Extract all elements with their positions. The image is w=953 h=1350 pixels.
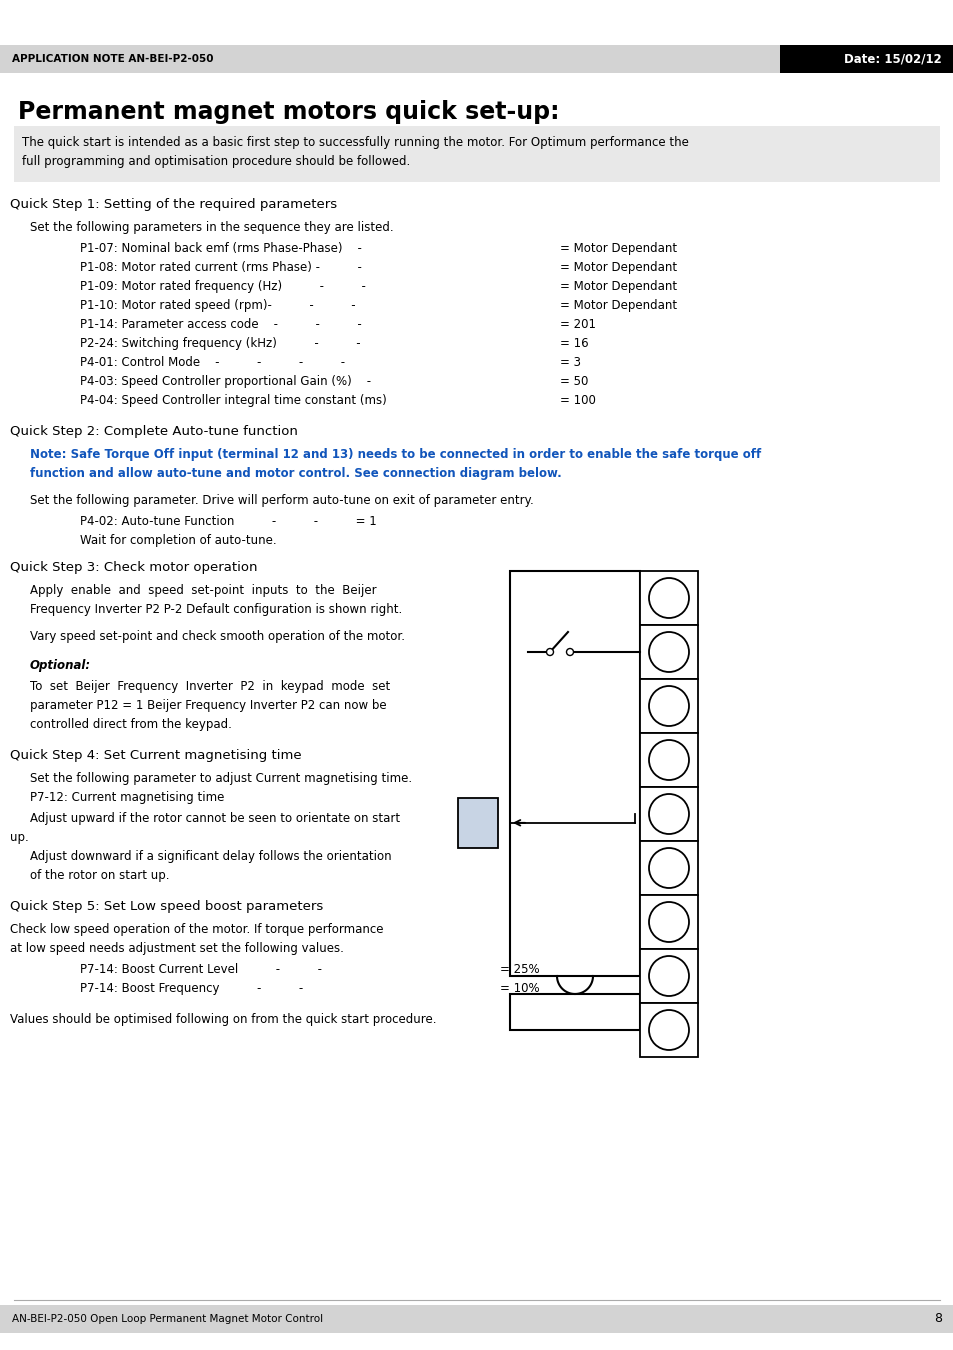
Text: Quick Step 4: Set Current magnetising time: Quick Step 4: Set Current magnetising ti… <box>10 749 301 761</box>
Bar <box>639 895 698 949</box>
Circle shape <box>648 902 688 942</box>
Text: up.: up. <box>10 832 29 844</box>
Bar <box>0 45 780 73</box>
Text: Quick Step 5: Set Low speed boost parameters: Quick Step 5: Set Low speed boost parame… <box>10 900 323 913</box>
Circle shape <box>648 848 688 888</box>
Text: APPLICATION NOTE AN-BEI-P2-050: APPLICATION NOTE AN-BEI-P2-050 <box>12 54 213 63</box>
Text: = Motor Dependant: = Motor Dependant <box>559 261 677 274</box>
Text: Note: Safe Torque Off input (terminal 12 and 13) needs to be connected in order : Note: Safe Torque Off input (terminal 12… <box>30 448 760 460</box>
Circle shape <box>648 956 688 996</box>
Text: To  set  Beijer  Frequency  Inverter  P2  in  keypad  mode  set: To set Beijer Frequency Inverter P2 in k… <box>30 680 390 693</box>
Text: Quick Step 1: Setting of the required parameters: Quick Step 1: Setting of the required pa… <box>10 198 336 211</box>
Circle shape <box>648 1010 688 1050</box>
Text: Quick Step 3: Check motor operation: Quick Step 3: Check motor operation <box>10 562 257 574</box>
Bar <box>510 571 639 976</box>
Text: Optional:: Optional: <box>30 659 91 672</box>
Text: AN-BEI-P2-050 Open Loop Permanent Magnet Motor Control: AN-BEI-P2-050 Open Loop Permanent Magnet… <box>12 1314 323 1324</box>
Bar <box>510 994 639 1030</box>
Text: P1-09: Motor rated frequency (Hz)          -          -: P1-09: Motor rated frequency (Hz) - - <box>80 279 366 293</box>
Text: = 3: = 3 <box>559 356 580 369</box>
Circle shape <box>648 740 688 780</box>
Bar <box>14 126 939 182</box>
Text: Wait for completion of auto-tune.: Wait for completion of auto-tune. <box>80 535 276 547</box>
Circle shape <box>566 648 573 656</box>
Text: Set the following parameter. Drive will perform auto-tune on exit of parameter e: Set the following parameter. Drive will … <box>30 494 533 508</box>
Text: P7-12: Current magnetising time: P7-12: Current magnetising time <box>0 791 224 805</box>
Text: P1-07: Nominal back emf (rms Phase-Phase)    -: P1-07: Nominal back emf (rms Phase-Phase… <box>80 242 361 255</box>
Text: = 100: = 100 <box>559 394 596 406</box>
Text: of the rotor on start up.: of the rotor on start up. <box>30 869 170 882</box>
Text: Frequency Inverter P2 P-2 Default configuration is shown right.: Frequency Inverter P2 P-2 Default config… <box>30 603 402 616</box>
Text: = Motor Dependant: = Motor Dependant <box>559 242 677 255</box>
Text: Apply  enable  and  speed  set-point  inputs  to  the  Beijer: Apply enable and speed set-point inputs … <box>30 585 376 597</box>
Bar <box>780 1305 953 1332</box>
Circle shape <box>648 686 688 726</box>
Text: P7-14: Boost Current Level          -          -: P7-14: Boost Current Level - - <box>80 963 322 976</box>
Text: P7-14: Boost Frequency          -          -: P7-14: Boost Frequency - - <box>80 981 303 995</box>
Text: = Motor Dependant: = Motor Dependant <box>559 298 677 312</box>
Text: Date: 15/02/12: Date: 15/02/12 <box>843 53 941 66</box>
Bar <box>0 1305 780 1332</box>
Bar <box>780 45 953 73</box>
Text: 8: 8 <box>933 1312 941 1326</box>
Bar <box>639 571 698 625</box>
Text: parameter P12 = 1 Beijer Frequency Inverter P2 can now be: parameter P12 = 1 Beijer Frequency Inver… <box>30 699 386 711</box>
Text: Quick Step 2: Complete Auto-tune function: Quick Step 2: Complete Auto-tune functio… <box>10 425 297 437</box>
Text: The quick start is intended as a basic first step to successfully running the mo: The quick start is intended as a basic f… <box>22 136 688 148</box>
Text: = 201: = 201 <box>559 319 596 331</box>
Circle shape <box>648 794 688 834</box>
Text: full programming and optimisation procedure should be followed.: full programming and optimisation proced… <box>22 155 410 167</box>
Bar <box>639 625 698 679</box>
Bar <box>457 798 497 848</box>
Text: Values should be optimised following on from the quick start procedure.: Values should be optimised following on … <box>10 1012 436 1026</box>
Text: Permanent magnet motors quick set-up:: Permanent magnet motors quick set-up: <box>18 100 558 124</box>
Text: = 25%: = 25% <box>499 963 539 976</box>
Bar <box>639 787 698 841</box>
Text: controlled direct from the keypad.: controlled direct from the keypad. <box>30 718 232 730</box>
Text: Vary speed set-point and check smooth operation of the motor.: Vary speed set-point and check smooth op… <box>30 630 405 643</box>
Text: at low speed needs adjustment set the following values.: at low speed needs adjustment set the fo… <box>10 942 343 954</box>
Bar <box>639 733 698 787</box>
Bar <box>639 949 698 1003</box>
Text: Adjust downward if a significant delay follows the orientation: Adjust downward if a significant delay f… <box>30 850 392 863</box>
Text: Check low speed operation of the motor. If torque performance: Check low speed operation of the motor. … <box>10 923 383 936</box>
Text: = 10%: = 10% <box>499 981 539 995</box>
Text: function and allow auto-tune and motor control. See connection diagram below.: function and allow auto-tune and motor c… <box>30 467 561 481</box>
Text: Set the following parameter to adjust Current magnetising time.: Set the following parameter to adjust Cu… <box>30 772 412 784</box>
Bar <box>639 1003 698 1057</box>
Text: = Motor Dependant: = Motor Dependant <box>559 279 677 293</box>
Text: P1-14: Parameter access code    -          -          -: P1-14: Parameter access code - - - <box>80 319 361 331</box>
Text: Adjust upward if the rotor cannot be seen to orientate on start: Adjust upward if the rotor cannot be see… <box>30 811 399 825</box>
Text: P4-02: Auto-tune Function          -          -          = 1: P4-02: Auto-tune Function - - = 1 <box>80 514 376 528</box>
Text: P4-03: Speed Controller proportional Gain (%)    -: P4-03: Speed Controller proportional Gai… <box>80 375 371 387</box>
Text: P2-24: Switching frequency (kHz)          -          -: P2-24: Switching frequency (kHz) - - <box>80 338 360 350</box>
Text: = 16: = 16 <box>559 338 588 350</box>
Circle shape <box>648 632 688 672</box>
Text: P4-04: Speed Controller integral time constant (ms): P4-04: Speed Controller integral time co… <box>80 394 386 406</box>
Text: P4-01: Control Mode    -          -          -          -: P4-01: Control Mode - - - - <box>80 356 345 369</box>
Circle shape <box>546 648 553 656</box>
Bar <box>639 679 698 733</box>
Text: P1-08: Motor rated current (rms Phase) -          -: P1-08: Motor rated current (rms Phase) -… <box>80 261 361 274</box>
Text: Set the following parameters in the sequence they are listed.: Set the following parameters in the sequ… <box>30 221 394 234</box>
Circle shape <box>648 578 688 618</box>
Bar <box>639 841 698 895</box>
Text: P1-10: Motor rated speed (rpm)-          -          -: P1-10: Motor rated speed (rpm)- - - <box>80 298 355 312</box>
Text: = 50: = 50 <box>559 375 588 387</box>
